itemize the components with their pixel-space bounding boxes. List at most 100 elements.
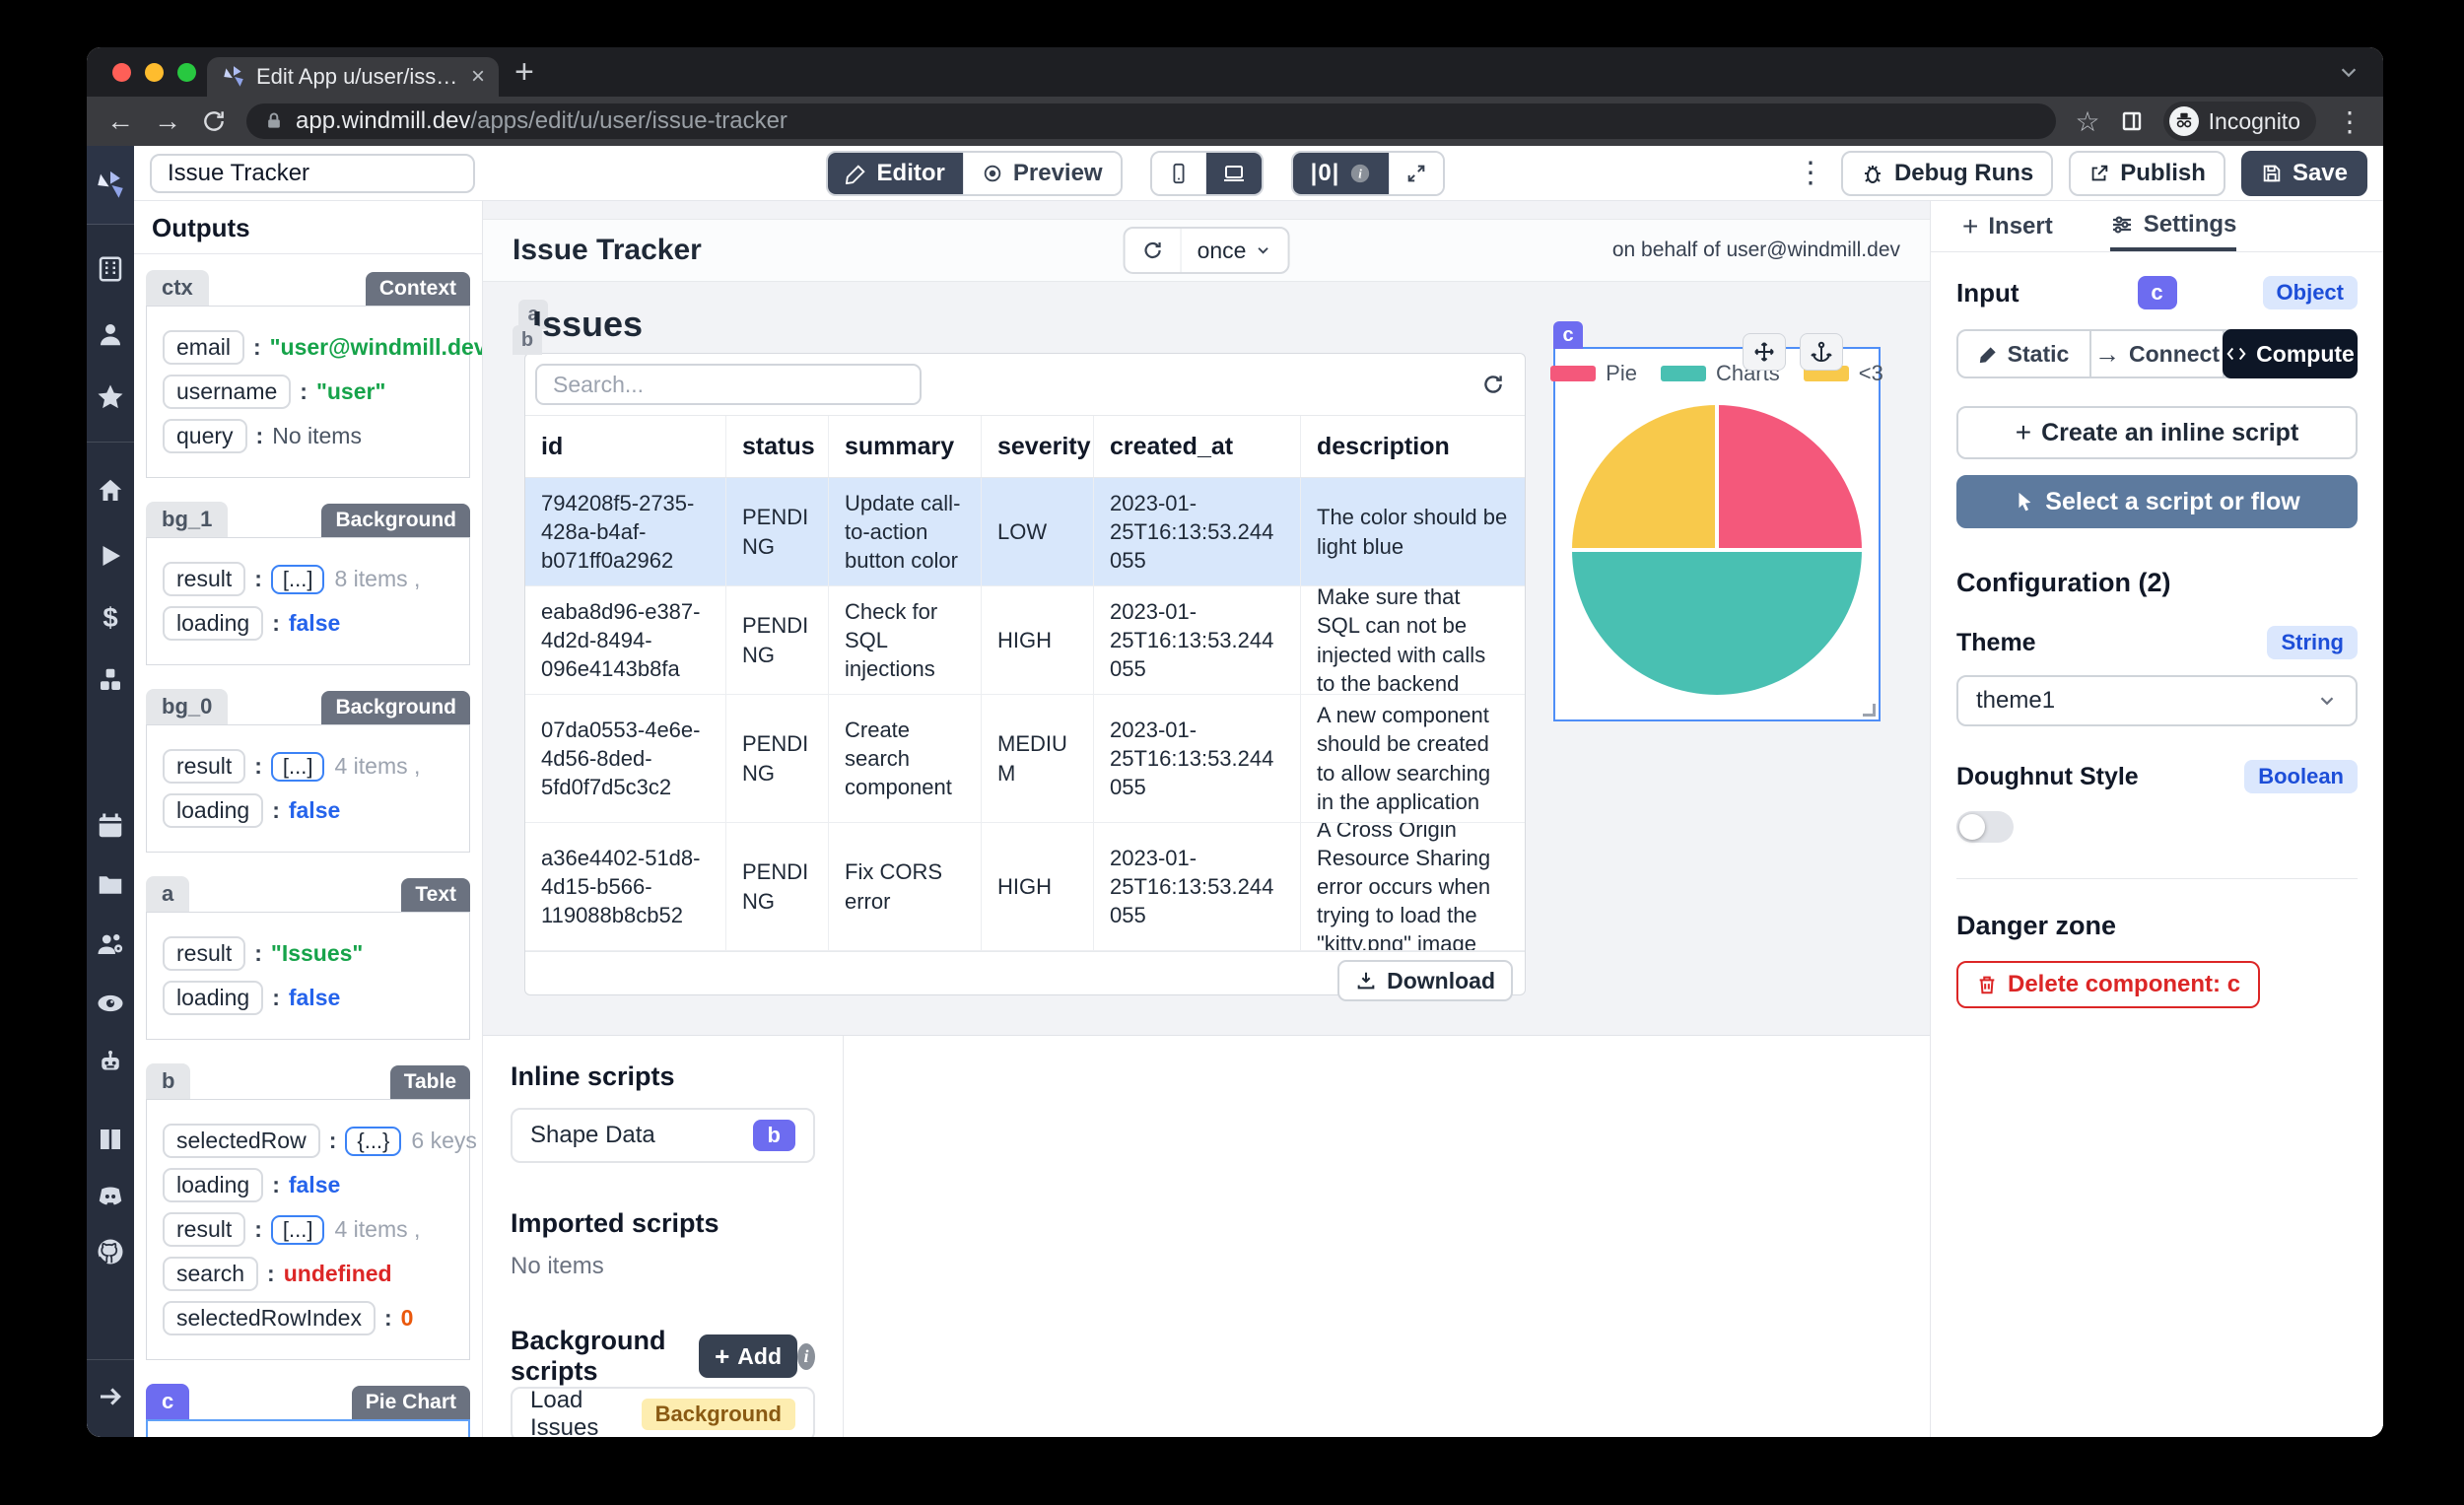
desktop-view-button[interactable] (1205, 152, 1262, 194)
column-header-id[interactable]: id (541, 432, 564, 460)
output-row[interactable]: result: [...] 4 items , (163, 749, 465, 784)
table-search-input[interactable] (535, 364, 922, 405)
reload-icon[interactable] (201, 108, 227, 134)
table-row[interactable]: eaba8d96-e387-4d2d-8494-096e4143b8fa PEND… (525, 586, 1525, 695)
output-row[interactable]: result: [...] 4 items , (163, 1212, 465, 1247)
output-row[interactable]: loading: false (163, 606, 465, 641)
doughnut-style-toggle[interactable] (1956, 811, 2014, 843)
collapse-arrow-icon[interactable] (96, 1382, 125, 1411)
browser-tab[interactable]: Edit App u/user/issue-tracker | × (207, 57, 499, 97)
star-icon[interactable] (96, 382, 125, 412)
new-tab-button[interactable]: + (514, 53, 534, 91)
publish-button[interactable]: Publish (2069, 150, 2225, 196)
output-card-id[interactable]: bg_0 (146, 689, 229, 724)
save-button[interactable]: Save (2240, 150, 2367, 196)
output-row[interactable]: result: "Issues" (163, 936, 465, 971)
bookmark-star-icon[interactable]: ☆ (2075, 105, 2100, 137)
play-icon[interactable] (96, 541, 125, 571)
column-header-created_at[interactable]: created_at (1093, 416, 1300, 477)
output-card-bg_0[interactable]: bg_0 Background result: [...] 4 items , loadi… (146, 689, 470, 853)
table-row[interactable]: 07da0553-4e6e-4d56-8ded-5fd0f7d5c3c2 PEND… (525, 695, 1525, 823)
theme-select[interactable]: theme1 (1956, 675, 2358, 726)
book-icon[interactable] (96, 1125, 125, 1154)
column-header-summary[interactable]: summary (828, 416, 981, 477)
inline-script-item[interactable]: Shape Data b (511, 1108, 815, 1163)
component-label-b[interactable]: b (513, 325, 542, 355)
output-row[interactable]: selectedRowIndex:0 (163, 1301, 465, 1335)
refresh-app-button[interactable] (1126, 229, 1182, 272)
robot-icon[interactable] (96, 1048, 125, 1077)
forward-icon[interactable]: → (154, 105, 181, 136)
output-row[interactable]: loading: false (163, 793, 465, 828)
output-card-bg_1[interactable]: bg_1 Background result: [...] 8 items , loadi… (146, 502, 470, 665)
table-refresh-icon[interactable] (1472, 363, 1515, 406)
move-handle-icon[interactable] (1743, 333, 1786, 371)
anchor-handle-icon[interactable] (1800, 333, 1843, 371)
discord-icon[interactable] (96, 1182, 125, 1211)
connect-mode-tab[interactable]: → Connect (2091, 331, 2224, 376)
output-row[interactable]: search: undefined (163, 1257, 465, 1291)
issues-table-component[interactable]: id statussummaryseveritycreated_atdescrip… (524, 353, 1526, 1001)
component-label-c[interactable]: c (1553, 321, 1583, 349)
add-background-script-button[interactable]: + Add (699, 1334, 797, 1378)
output-row[interactable]: selectedRow: {...} 6 keys , (163, 1124, 482, 1158)
zoom-window-button[interactable] (177, 63, 196, 82)
compute-mode-tab[interactable]: Compute (2223, 329, 2358, 378)
column-header-status[interactable]: status (725, 416, 828, 477)
select-script-button[interactable]: Select a script or flow (1956, 475, 2358, 528)
tab-close-icon[interactable]: × (470, 63, 485, 90)
app-name-input[interactable] (150, 153, 475, 193)
create-inline-script-button[interactable]: + Create an inline script (1956, 406, 2358, 459)
github-icon[interactable] (96, 1237, 125, 1266)
delete-component-button[interactable]: Delete component: c (1956, 961, 2261, 1008)
back-icon[interactable]: ← (106, 105, 134, 136)
eye-icon[interactable] (96, 989, 125, 1018)
insert-tab[interactable]: + Insert (1962, 210, 2053, 241)
side-panel-icon[interactable] (2120, 109, 2144, 133)
apps-icon[interactable] (96, 254, 125, 284)
output-card-ctx[interactable]: ctx Context email: "user@windmill.dev" usern… (146, 270, 482, 478)
editor-tab[interactable]: Editor (827, 152, 964, 194)
output-card-id[interactable]: bg_1 (146, 502, 229, 537)
static-mode-tab[interactable]: Static (1958, 331, 2091, 376)
output-row[interactable]: loading: false (163, 1168, 465, 1202)
component-label-a[interactable]: a (518, 300, 548, 329)
output-row[interactable]: username: "user" (163, 375, 465, 409)
user-icon[interactable] (96, 319, 125, 349)
address-field[interactable]: app.windmill.dev/apps/edit/u/user/issue-… (246, 103, 2056, 139)
preview-tab[interactable]: Preview (963, 152, 1121, 194)
settings-tab[interactable]: Settings (2109, 201, 2237, 251)
dollar-icon[interactable]: $ (96, 603, 125, 633)
close-window-button[interactable] (112, 63, 131, 82)
column-header-severity[interactable]: severity (981, 416, 1093, 477)
download-button[interactable]: Download (1337, 960, 1513, 1001)
alignment-button[interactable]: |0| i (1292, 152, 1391, 194)
mobile-view-button[interactable] (1151, 152, 1206, 194)
fullscreen-button[interactable] (1390, 152, 1444, 194)
minimize-window-button[interactable] (145, 63, 164, 82)
calendar-icon[interactable] (96, 811, 125, 841)
pie-chart-component[interactable]: c Pie Charts <3 (1550, 321, 1883, 721)
cubes-icon[interactable] (96, 665, 125, 695)
output-card-id[interactable]: a (146, 876, 190, 912)
legend-item[interactable]: Pie (1550, 361, 1637, 386)
traffic-lights[interactable] (112, 63, 196, 82)
users-gear-icon[interactable] (96, 929, 125, 959)
output-card-b[interactable]: b Table selectedRow: {...} 6 keys , loading: f… (146, 1063, 482, 1360)
refresh-mode-dropdown[interactable]: once (1182, 229, 1288, 272)
debug-runs-button[interactable]: Debug Runs (1840, 150, 2054, 196)
output-row[interactable]: query: No items (163, 419, 465, 453)
windmill-logo[interactable] (87, 146, 134, 225)
output-card-id[interactable]: c (146, 1384, 190, 1419)
table-row[interactable]: a36e4402-51d8-4d15-b566-119088b8cb52 PEND… (525, 823, 1525, 951)
column-header-description[interactable]: description (1300, 416, 1525, 477)
output-card-a[interactable]: a Text result: "Issues" loading: false (146, 876, 470, 1040)
home-icon[interactable] (96, 476, 125, 506)
output-card-id[interactable]: b (146, 1063, 191, 1099)
browser-menu-icon[interactable]: ⋮ (2336, 105, 2363, 137)
folder-icon[interactable] (96, 870, 125, 900)
table-row[interactable]: 794208f5-2735-428a-b4af-b071ff0a2962 PEND… (525, 478, 1525, 586)
resize-handle[interactable] (1863, 704, 1876, 717)
